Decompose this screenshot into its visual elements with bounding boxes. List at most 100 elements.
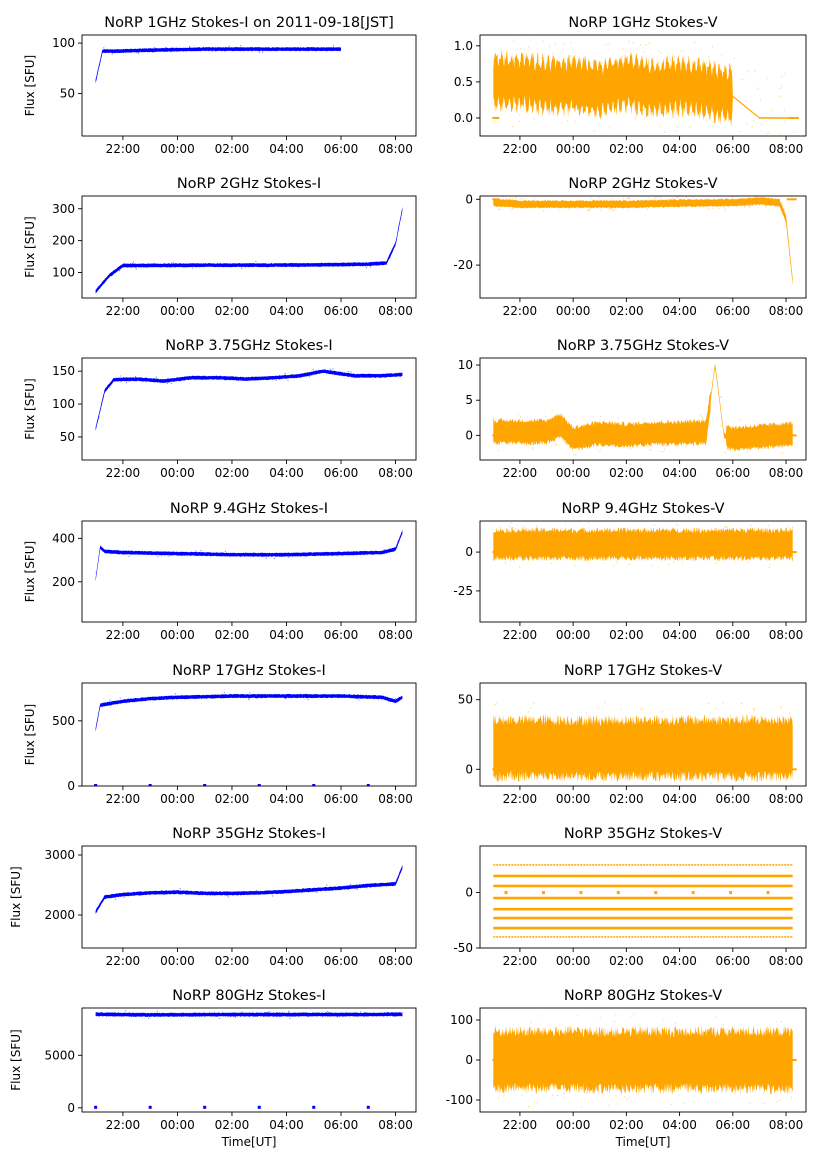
data-point [720, 55, 722, 57]
data-point [577, 1054, 579, 1056]
data-point [586, 203, 588, 205]
data-point [620, 535, 622, 537]
data-point [664, 429, 666, 431]
x-tick-label: 04:00 [269, 628, 304, 642]
data-point [791, 526, 794, 529]
data-point [780, 85, 783, 87]
data-point [700, 549, 702, 551]
data-point [517, 414, 519, 416]
data-point [670, 1103, 672, 1106]
data-point [262, 51, 264, 54]
data-point [654, 734, 656, 736]
data-point [750, 1078, 752, 1080]
data-point [761, 149, 762, 150]
data-point [618, 417, 620, 419]
data-point [554, 42, 556, 45]
data-point [629, 52, 632, 54]
data-point [634, 204, 636, 206]
data-point [754, 203, 757, 205]
data-point [389, 257, 391, 259]
x-tick-label: 22:00 [503, 142, 538, 156]
x-tick-label: 08:00 [378, 792, 413, 806]
data-point [234, 1016, 237, 1019]
data-point [564, 539, 566, 541]
data-point [759, 99, 762, 101]
data-point [608, 43, 610, 45]
data-point [703, 206, 705, 208]
data-point [185, 1013, 187, 1015]
data-point [652, 565, 654, 567]
data-point [724, 451, 726, 453]
data-point [552, 52, 554, 54]
data-point [617, 202, 619, 204]
data-point [508, 526, 511, 528]
y-tick-label: 0 [465, 192, 473, 206]
data-point [515, 54, 518, 56]
data-point [720, 1028, 722, 1031]
data-point [749, 445, 752, 448]
x-tick-label: 00:00 [556, 304, 591, 318]
data-point [109, 386, 111, 388]
data-point [642, 95, 644, 97]
data-point [646, 208, 648, 210]
chart-title: NoRP 3.75GHz Stokes-I [165, 338, 332, 354]
plot-area [95, 44, 341, 84]
y-tick-label: 100 [450, 1013, 473, 1027]
x-tick-label: 22:00 [106, 466, 141, 480]
data-point [708, 703, 710, 705]
data-point [626, 1098, 628, 1100]
data-point [494, 205, 496, 207]
data-point [642, 74, 645, 76]
y-tick-label: 10 [458, 358, 473, 372]
data-point [601, 738, 603, 741]
data-point [495, 549, 497, 551]
data-point [692, 560, 694, 562]
data-point [285, 697, 287, 699]
data-point [542, 434, 544, 437]
x-tick-label: 02:00 [609, 466, 644, 480]
data-point [785, 221, 787, 224]
data-point [742, 1041, 745, 1044]
y-tick-label: 0.5 [454, 75, 473, 89]
data-point [544, 718, 546, 720]
data-point [307, 698, 309, 701]
data-point [336, 552, 338, 555]
data-point [646, 422, 648, 424]
data-point [347, 371, 349, 373]
x-tick-label: 02:00 [215, 628, 250, 642]
data-point [776, 1020, 778, 1023]
data-point [766, 759, 769, 761]
data-point [533, 118, 536, 120]
data-point [633, 205, 635, 207]
data-point [727, 765, 729, 767]
data-point [181, 266, 183, 268]
data-point [680, 421, 682, 424]
data-point [729, 735, 732, 737]
data-point [588, 745, 590, 747]
data-point [785, 527, 787, 529]
data-point [518, 120, 520, 122]
data-point [144, 379, 146, 381]
data-point [771, 545, 773, 547]
data-point [591, 198, 593, 200]
x-tick-label: 22:00 [503, 954, 538, 968]
data-point [701, 417, 704, 420]
data-point [731, 64, 733, 67]
plot-area [493, 864, 793, 938]
data-point [148, 1017, 150, 1019]
x-tick-label: 02:00 [215, 954, 250, 968]
y-tick-label: 500 [52, 714, 75, 728]
data-point [709, 201, 711, 203]
data-point [528, 711, 530, 713]
data-point [659, 199, 661, 201]
data-point [676, 771, 678, 773]
data-point [586, 712, 588, 714]
data-point [690, 426, 692, 428]
data-point [297, 263, 299, 265]
data-point [218, 264, 220, 266]
data-point [303, 265, 305, 267]
data-point [696, 1029, 699, 1031]
data-point [639, 44, 642, 46]
data-point [757, 728, 760, 730]
data-point [620, 748, 622, 750]
